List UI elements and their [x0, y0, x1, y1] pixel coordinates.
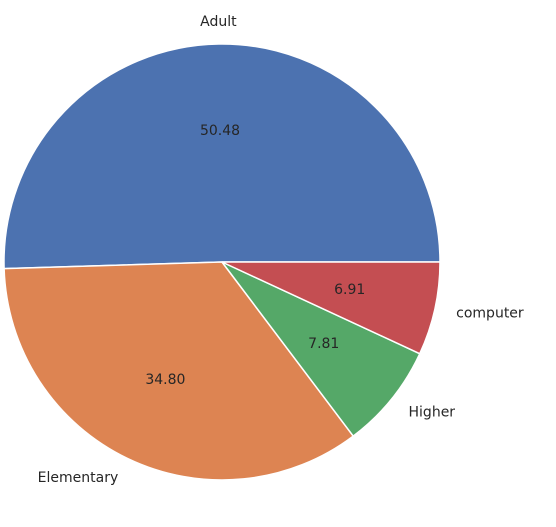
pie-slices	[3, 43, 441, 481]
pie-slice-adult	[3, 43, 441, 270]
pie-slice-higher	[221, 261, 421, 438]
value-labels: 50.48 34.80 7.81 6.91	[145, 123, 365, 388]
slice-label-elementary: Elementary	[38, 470, 119, 486]
slice-label-computer: computer	[456, 306, 524, 322]
slice-label-higher: Higher	[409, 405, 456, 421]
pie-slice-elementary	[3, 261, 355, 481]
value-label-elementary: 34.80	[145, 372, 185, 388]
value-label-computer: 6.91	[334, 282, 365, 298]
slice-label-adult: Adult	[200, 14, 237, 30]
pie-slice-computer	[221, 261, 441, 355]
value-label-adult: 50.48	[200, 123, 240, 139]
category-labels: Adult Elementary Higher computer	[38, 14, 524, 486]
value-label-higher: 7.81	[308, 336, 339, 352]
